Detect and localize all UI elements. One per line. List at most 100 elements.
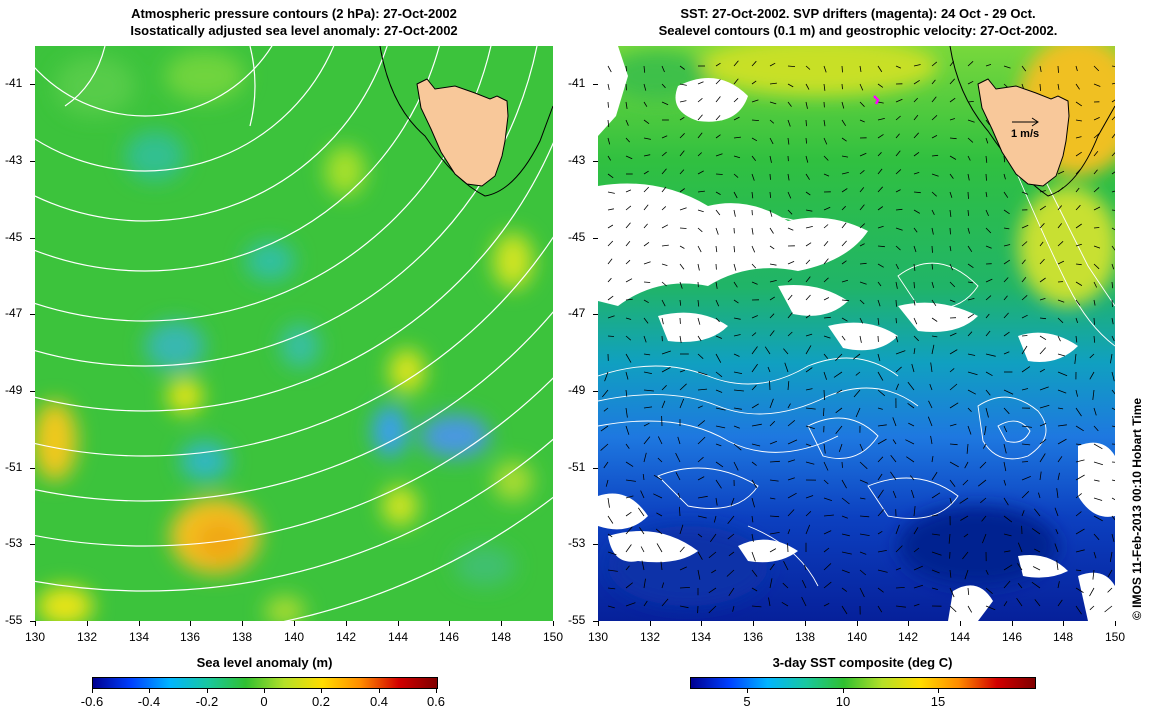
velocity-arrow — [769, 380, 771, 391]
velocity-arrow — [1075, 119, 1082, 122]
velocity-arrow — [1075, 151, 1082, 157]
velocity-arrow — [751, 403, 759, 409]
velocity-arrow — [892, 490, 897, 499]
velocity-arrow — [715, 227, 719, 235]
velocity-arrow — [964, 569, 969, 580]
velocity-arrow — [787, 173, 790, 181]
velocity-arrow — [715, 335, 723, 339]
velocity-arrow — [1111, 82, 1115, 85]
velocity-arrow — [1003, 533, 1012, 537]
velocity-arrow — [643, 406, 653, 409]
velocity-arrow — [805, 101, 808, 109]
velocity-arrow — [1003, 580, 1011, 589]
velocity-arrow — [751, 346, 758, 355]
velocity-arrow — [1093, 515, 1103, 522]
velocity-arrow — [607, 191, 615, 194]
velocity-arrow — [1039, 368, 1046, 373]
velocity-arrow — [985, 407, 989, 418]
left-lat-tick — [30, 84, 35, 85]
velocity-arrow — [625, 389, 628, 397]
velocity-arrow — [930, 362, 933, 373]
right-lon-tick — [1063, 621, 1064, 626]
velocity-arrow — [913, 191, 921, 194]
velocity-arrow — [967, 61, 974, 67]
velocity-arrow — [1003, 564, 1013, 571]
velocity-arrow — [841, 155, 849, 158]
velocity-arrow — [787, 65, 796, 67]
velocity-arrow — [823, 83, 826, 91]
velocity-arrow — [823, 371, 827, 380]
velocity-arrow — [967, 298, 975, 301]
velocity-arrow — [625, 407, 628, 418]
velocity-arrow — [841, 551, 852, 555]
velocity-arrow — [895, 299, 897, 307]
right-lat-tick-label: -55 — [568, 613, 586, 627]
velocity-arrow — [877, 456, 884, 463]
velocity-arrow — [769, 313, 775, 319]
left-lat-tick — [30, 391, 35, 392]
velocity-arrow — [1003, 479, 1007, 486]
velocity-arrow — [895, 567, 902, 571]
left-lon-tick — [87, 621, 88, 626]
right-lon-tick — [650, 621, 651, 626]
velocity-arrow — [679, 506, 681, 517]
velocity-arrow — [1057, 260, 1065, 265]
velocity-arrow — [787, 381, 790, 391]
velocity-arrow — [859, 223, 865, 229]
velocity-arrow — [1111, 281, 1114, 289]
velocity-arrow — [733, 263, 737, 271]
velocity-arrow — [603, 407, 609, 412]
velocity-arrow — [1111, 515, 1115, 521]
velocity-arrow — [1111, 497, 1115, 501]
left-panel-title: Atmospheric pressure contours (2 hPa): 2… — [35, 5, 553, 39]
velocity-arrow — [769, 532, 780, 535]
velocity-arrow — [1031, 528, 1041, 535]
velocity-arrow — [787, 439, 798, 445]
velocity-arrow — [859, 569, 867, 576]
velocity-arrow — [1032, 566, 1041, 571]
velocity-arrow — [1003, 331, 1010, 337]
velocity-arrow — [787, 403, 791, 409]
right-colorbar-tick-label: 15 — [930, 694, 946, 709]
velocity-arrow — [877, 225, 884, 229]
velocity-arrow — [949, 402, 959, 409]
velocity-arrow — [877, 473, 883, 481]
velocity-arrow — [913, 506, 916, 517]
sea-level-anomaly-svg — [35, 46, 553, 621]
velocity-arrow — [1109, 551, 1113, 562]
velocity-arrow — [1034, 548, 1041, 553]
right-title-line1: SST: 27-Oct-2002. SVP drifters (magenta)… — [680, 6, 1036, 21]
velocity-arrow — [877, 206, 884, 211]
velocity-arrow — [859, 551, 867, 555]
velocity-arrow — [913, 97, 918, 103]
velocity-arrow — [656, 512, 663, 517]
velocity-arrow — [967, 263, 974, 269]
velocity-arrow — [643, 578, 646, 589]
velocity-arrow — [895, 587, 905, 589]
right-lat-tick — [593, 468, 598, 469]
velocity-arrow — [805, 443, 812, 447]
velocity-arrow — [751, 173, 755, 181]
velocity-arrow — [985, 227, 992, 234]
velocity-arrow — [697, 170, 704, 175]
velocity-arrow — [625, 278, 633, 283]
velocity-arrow — [733, 317, 741, 320]
velocity-arrow — [895, 524, 900, 535]
velocity-arrow — [1075, 299, 1081, 306]
velocity-arrow — [962, 551, 969, 560]
velocity-arrow — [859, 479, 869, 484]
velocity-arrow — [1111, 389, 1115, 395]
velocity-arrow — [715, 299, 720, 307]
velocity-arrow — [877, 299, 881, 307]
velocity-arrow — [643, 389, 654, 392]
velocity-arrow — [823, 297, 830, 301]
velocity-arrow — [1057, 599, 1063, 607]
velocity-arrow — [1021, 314, 1028, 319]
velocity-arrow — [1003, 389, 1014, 395]
velocity-arrow — [1003, 155, 1006, 163]
velocity-arrow — [877, 407, 883, 410]
velocity-arrow — [1056, 488, 1059, 499]
velocity-arrow — [982, 533, 987, 544]
velocity-arrow — [804, 564, 807, 571]
right-lon-tick-label: 148 — [1053, 630, 1074, 644]
